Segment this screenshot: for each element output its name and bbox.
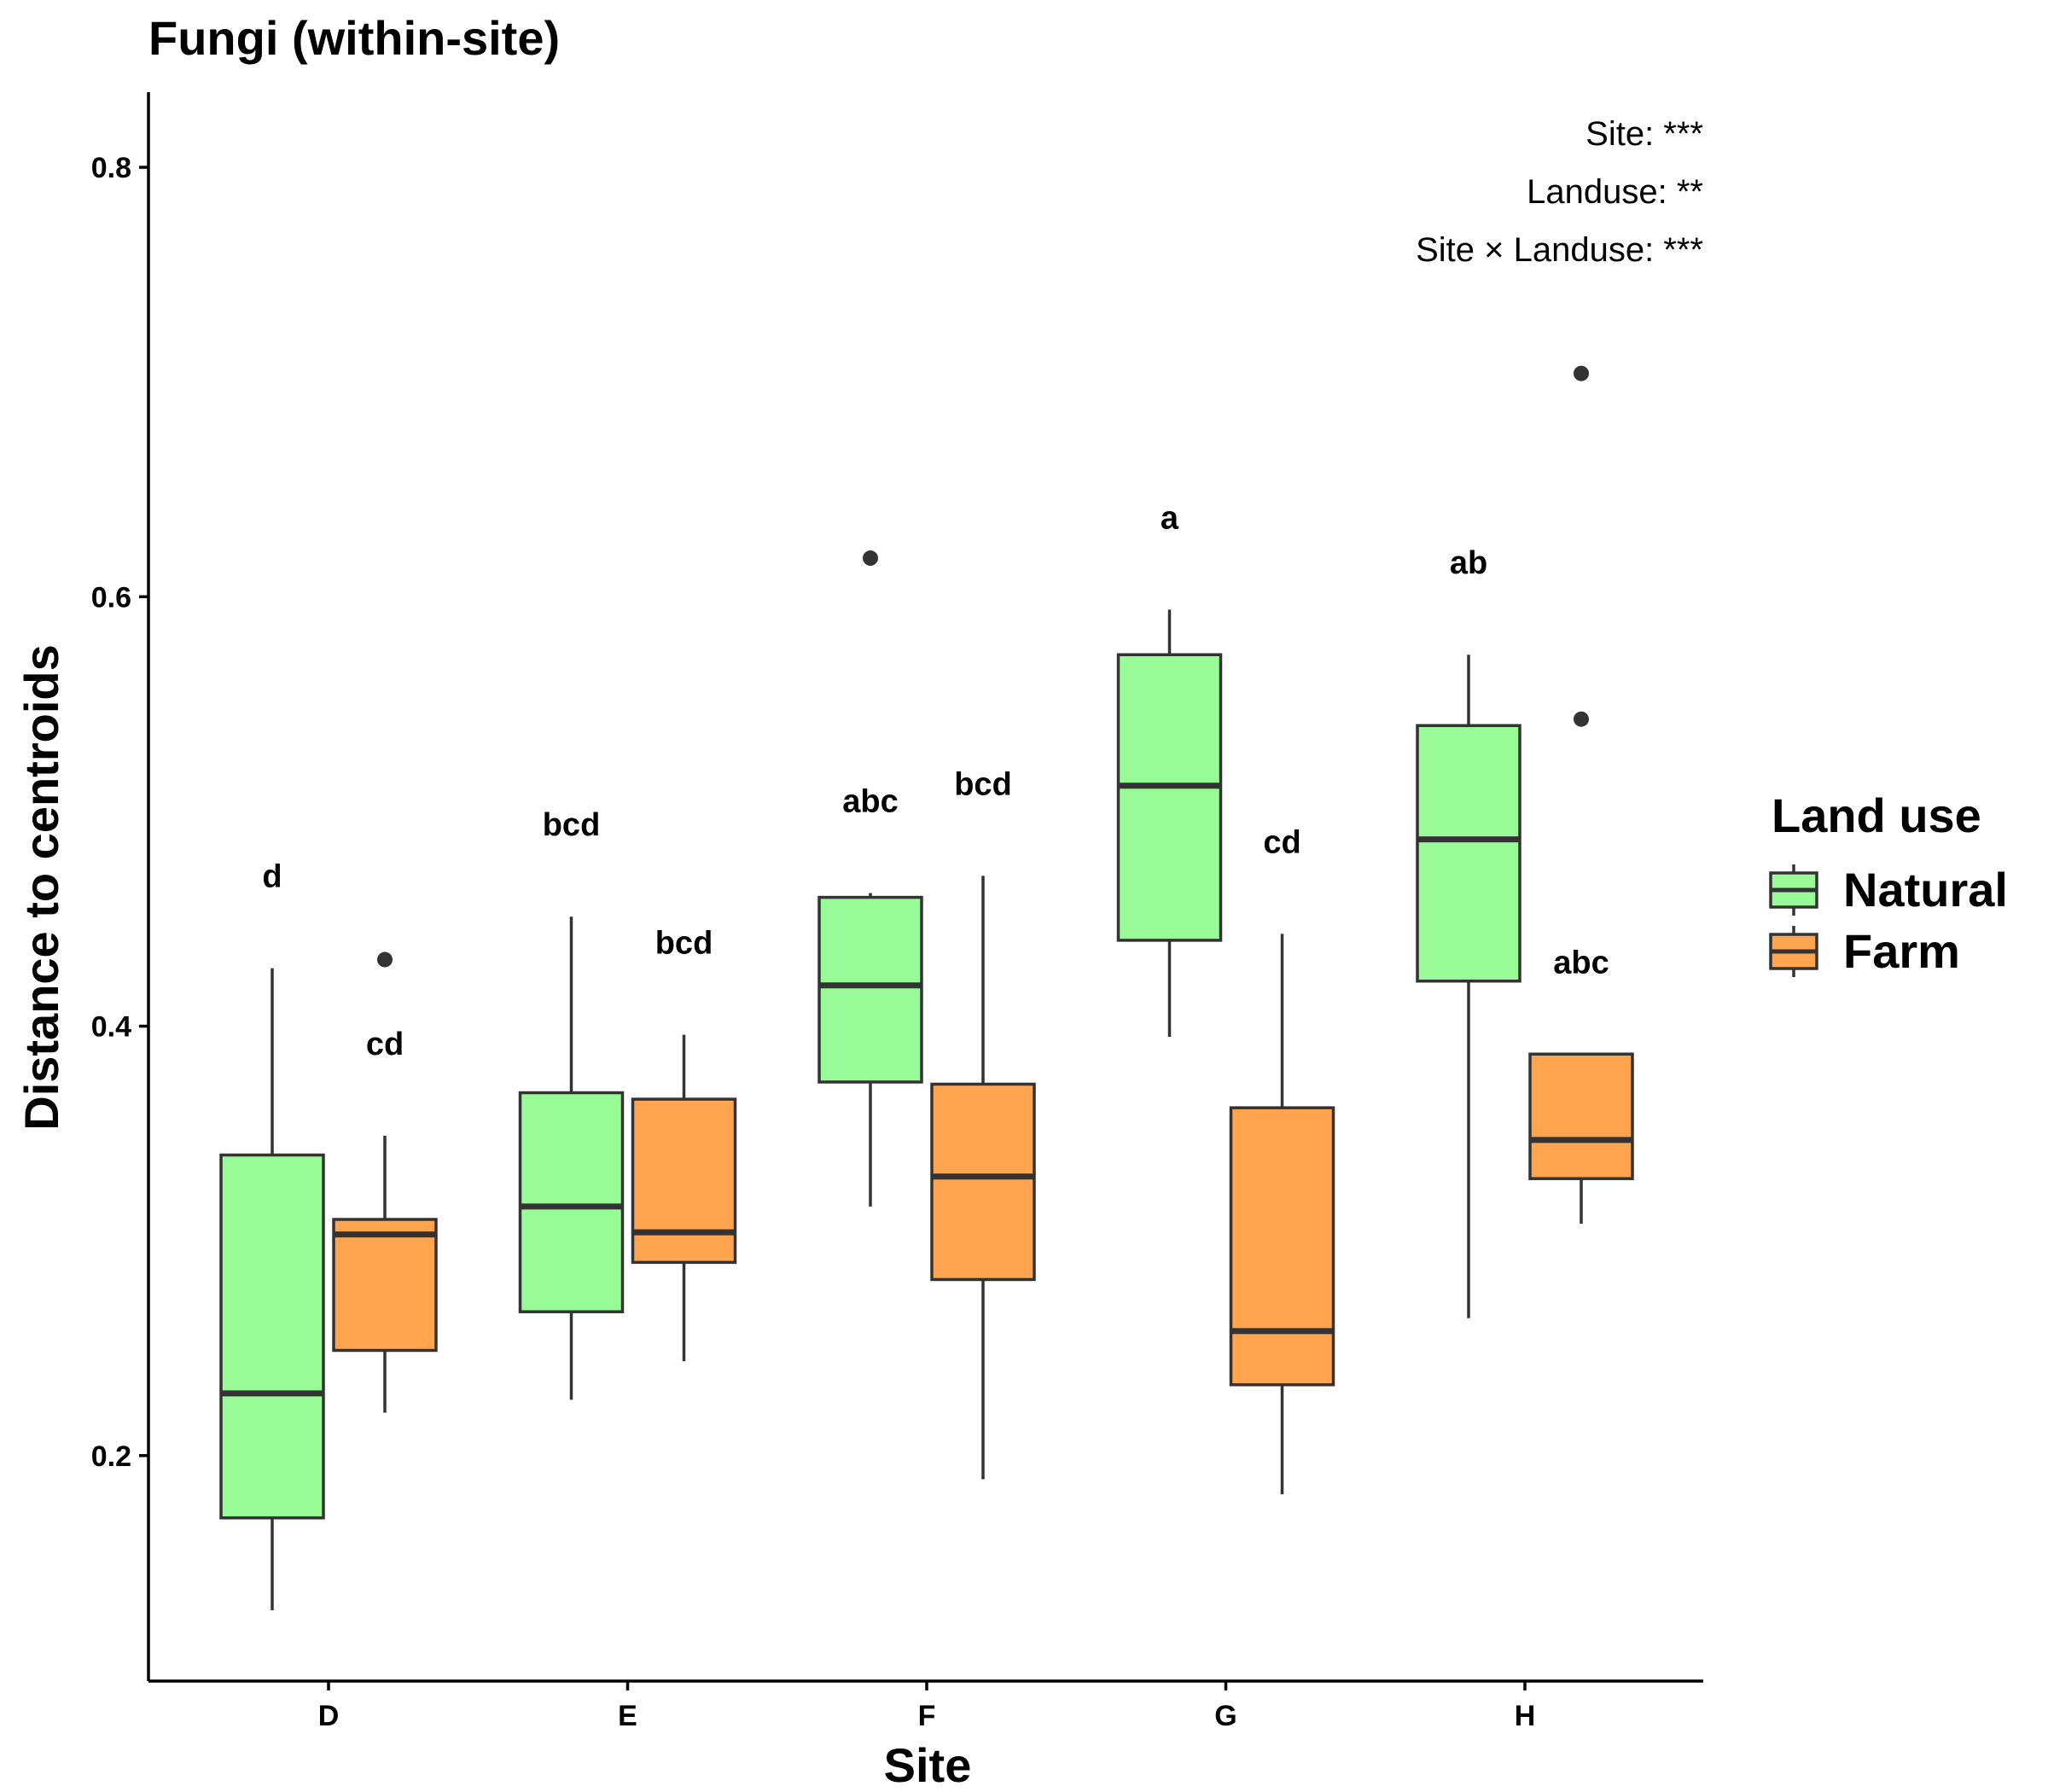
box-iqr [817,895,923,1084]
x-tick-label: D [318,1700,340,1732]
box-natural-E: bcd [518,807,625,1400]
legend-label-natural: Natural [1843,863,2008,916]
annotation-interaction: Site × Landuse: *** [1416,231,1703,269]
box-farm-E: bcd [631,926,737,1362]
box-iqr [631,1097,737,1265]
x-axis-title: Site [884,1738,972,1792]
box-iqr [930,1082,1036,1282]
annotation-landuse: Landuse: ** [1527,173,1703,211]
legend-key-natural [1769,864,1818,916]
group-letter: cd [1263,824,1300,860]
group-letter: abc [842,784,898,820]
y-tick-label: 0.2 [91,1440,131,1473]
box-iqr [1116,653,1223,942]
box-iqr [518,1091,625,1313]
outlier-point [863,550,878,567]
x-tick-label: F [918,1700,936,1732]
y-tick-label: 0.4 [91,1011,131,1044]
group-letter: ab [1450,545,1487,581]
group-letter: bcd [543,807,601,843]
x-tick-label: E [618,1700,637,1732]
box-iqr [332,1218,438,1353]
x-tick-label: H [1515,1700,1536,1732]
outlier-point [1574,365,1589,381]
y-axis-title: Distance to centroids [15,644,68,1130]
plot-area: d bcd abc a ab cd bcd bcd cd abc [219,365,1634,1610]
box-natural-D: d [219,859,325,1610]
box-farm-G: cd [1229,824,1335,1495]
box-iqr [1229,1106,1335,1387]
y-tick-label: 0.6 [91,581,131,614]
x-tick-label: G [1214,1700,1236,1732]
box-farm-H: abc [1528,365,1634,1225]
box-natural-G: a [1116,500,1223,1038]
chart-title: Fungi (within-site) [148,11,560,65]
box-farm-F: bcd [930,766,1036,1480]
box-iqr [219,1153,325,1520]
box-iqr [1528,1052,1634,1180]
legend-label-farm: Farm [1843,924,1960,978]
legend-title: Land use [1772,788,1981,842]
annotation-site: Site: *** [1585,115,1703,153]
anova-annotations: Site: *** Landuse: ** Site × Landuse: **… [1416,115,1703,269]
group-letter: abc [1553,945,1609,980]
group-letter: bcd [954,766,1012,802]
group-letter: d [262,859,282,895]
legend: Land use Natural Farm [1769,788,2008,978]
outlier-point [1574,711,1589,727]
group-letter: a [1161,500,1179,536]
group-letter: cd [366,1027,404,1062]
outlier-point [377,951,393,968]
box-natural-F: abc [817,550,923,1207]
group-letter: bcd [655,926,713,962]
axes: 0.2 0.4 0.6 0.8 D E F G H [91,92,1703,1732]
box-farm-D: cd [332,951,438,1413]
box-natural-H: ab [1416,545,1521,1318]
y-tick-label: 0.8 [91,152,131,184]
legend-key-farm [1769,926,1818,977]
box-iqr [1416,724,1521,983]
